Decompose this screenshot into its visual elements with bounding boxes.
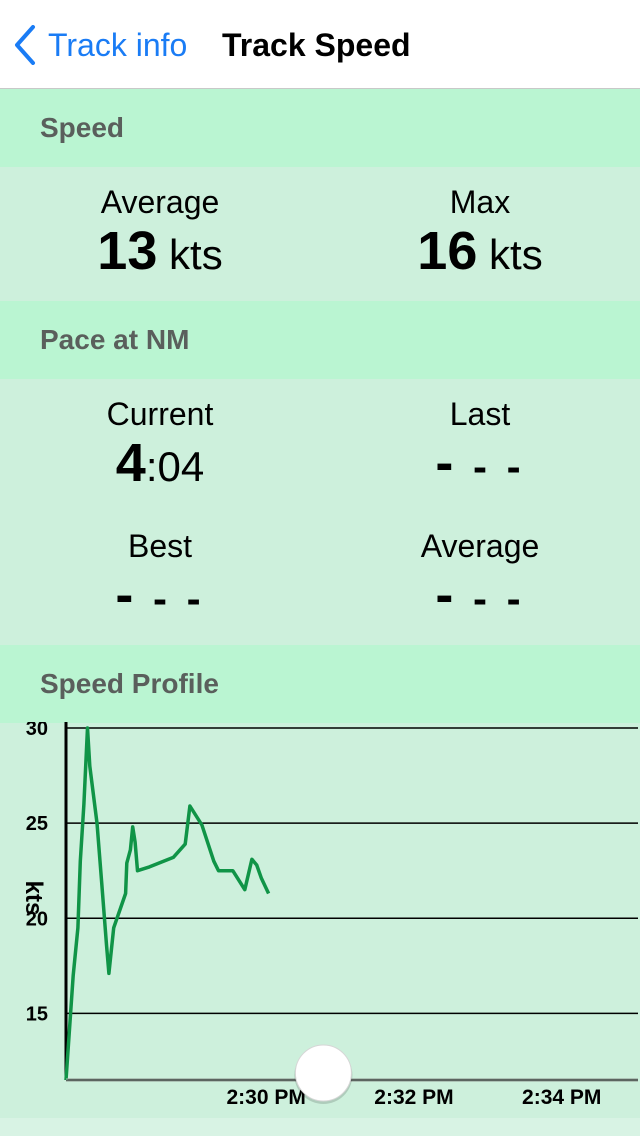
max-speed-value: 16 kts xyxy=(417,221,543,281)
y-tick-label-30: 30 xyxy=(26,722,48,740)
current-pace-label: Current xyxy=(106,396,214,432)
speed-profile-header-label: Speed Profile xyxy=(40,668,219,699)
x-tick-label-2: 2:34 PM xyxy=(522,1086,601,1109)
speed-chart-svg[interactable]: 30 25 20 15 kts 2:30 PM 2:32 PM 2:34 PM xyxy=(0,718,640,1118)
speed-profile-chart[interactable]: 30 25 20 15 kts 2:30 PM 2:32 PM 2:34 PM xyxy=(0,718,640,1118)
y-tick-label-20: 20 xyxy=(26,908,48,930)
current-pace-cell: Current 4:04 xyxy=(0,395,320,495)
average-speed-value: 13 kts xyxy=(97,221,223,281)
speed-profile-section-header: Speed Profile xyxy=(0,645,640,723)
last-pace-cell: Last - - - xyxy=(320,395,640,495)
speed-header-label: Speed xyxy=(40,112,125,143)
average-pace-value: - - - xyxy=(435,565,525,625)
current-pace-value: 4:04 xyxy=(115,433,205,493)
y-tick-label-15: 15 xyxy=(26,1003,48,1025)
best-pace-label: Best xyxy=(127,528,193,564)
back-button-label: Track info xyxy=(48,26,188,63)
page-title: Track Speed xyxy=(222,27,411,63)
x-tick-label-1: 2:32 PM xyxy=(374,1086,453,1109)
average-pace-label: Average xyxy=(420,528,540,564)
pace-panel: Current 4:04 Last - - - Best - - - Avera… xyxy=(0,379,640,643)
last-pace-label: Last xyxy=(449,396,511,432)
back-button[interactable]: Track info xyxy=(14,24,187,66)
timeline-slider-handle[interactable] xyxy=(294,1044,352,1102)
best-pace-cell: Best - - - xyxy=(0,527,320,627)
speed-section-header: Speed xyxy=(0,89,640,167)
chevron-left-icon xyxy=(15,25,35,65)
max-speed-label: Max xyxy=(449,184,511,220)
bottom-strip xyxy=(0,1118,640,1136)
x-tick-label-0: 2:30 PM xyxy=(227,1086,306,1109)
speed-panel: Average 13 kts Max 16 kts xyxy=(0,167,640,299)
pace-header-label: Pace at NM xyxy=(40,324,190,355)
y-axis-label: kts xyxy=(20,881,47,916)
speed-series-line-0 xyxy=(64,726,271,1081)
y-tick-label-25: 25 xyxy=(26,813,48,835)
pace-section-header: Pace at NM xyxy=(0,301,640,379)
average-speed-cell: Average 13 kts xyxy=(0,183,320,283)
best-pace-value: - - - xyxy=(115,565,205,625)
navigation-bar: Track info Track Speed xyxy=(0,0,640,89)
average-pace-cell: Average - - - xyxy=(320,527,640,627)
max-speed-cell: Max 16 kts xyxy=(320,183,640,283)
last-pace-value: - - - xyxy=(435,433,525,493)
average-speed-label: Average xyxy=(100,184,220,220)
